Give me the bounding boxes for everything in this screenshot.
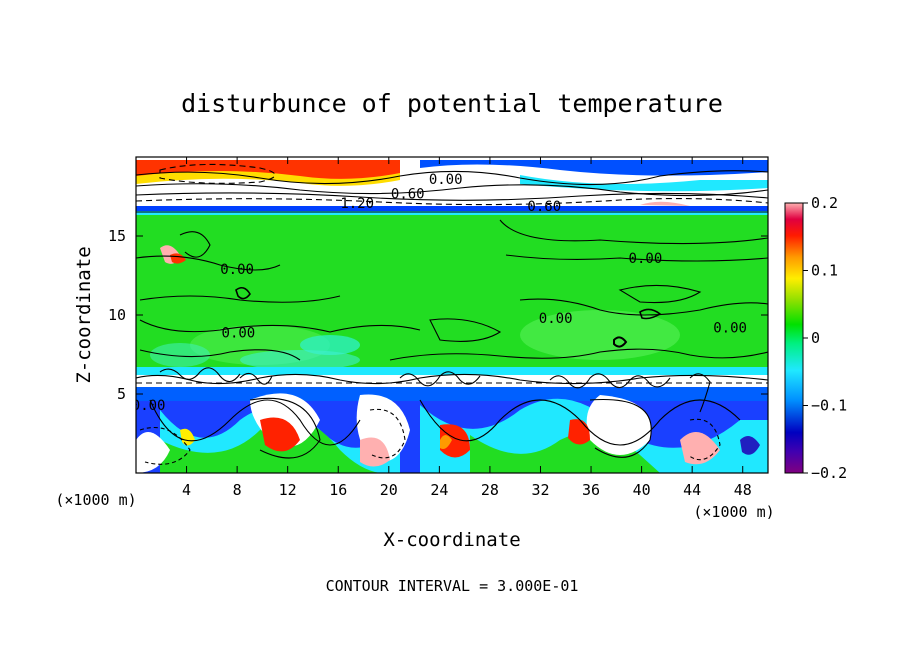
contour-mid-7	[429, 318, 502, 342]
x-tick-label: 32	[531, 481, 549, 499]
chart-title: disturbunce of potential temperature	[181, 89, 723, 118]
lower-red-1	[260, 417, 300, 452]
contour-labels: 0.000.601.20 0.600.000.000.000.000.000.00	[132, 172, 747, 414]
x-tick-label: 44	[683, 481, 701, 499]
contour-blob-1	[613, 336, 628, 348]
contour-cluster-1	[159, 367, 241, 383]
contour-label: 0.60	[527, 199, 561, 215]
y-axis-label: Z-coordinate	[73, 246, 95, 383]
x-tick-label: 8	[233, 481, 242, 499]
upper-band-blue	[420, 160, 768, 176]
contour-blob-2	[235, 286, 251, 300]
contour-label: 1.20	[340, 196, 374, 212]
contour-lower-4	[589, 398, 652, 458]
contour-label: 0.60	[391, 186, 425, 202]
lower-orange-1	[440, 435, 452, 449]
contour-mid-10	[618, 284, 702, 304]
contour-interval-note: CONTOUR INTERVAL = 3.000E-01	[326, 577, 579, 595]
contour-mid-11	[179, 231, 211, 258]
plot-field: 0.000.601.20 0.600.000.000.000.000.000.00	[132, 157, 768, 473]
contour-mid-1	[499, 219, 768, 245]
contour-label: 0.00	[220, 262, 254, 278]
x-tick-label: 16	[329, 481, 347, 499]
contour-mid-4	[139, 295, 341, 303]
contour-boundary-1	[136, 373, 768, 385]
contour-lower-6	[369, 408, 406, 459]
colorbar-tick-label: 0.2	[811, 194, 838, 212]
x-tick-label: 48	[734, 481, 752, 499]
cyan-patch-1	[300, 335, 360, 355]
y-axis: 5 10 15	[108, 227, 768, 403]
y-tick-label: 15	[108, 227, 126, 245]
contour-mid-5	[139, 319, 421, 333]
colorbar: 0.2 0.1 0 −0.1 −0.2	[784, 194, 847, 482]
contour-mid-8	[139, 349, 301, 361]
lower-red-2	[440, 424, 470, 458]
boundary-cyan	[136, 367, 768, 375]
contour-upper-2	[136, 183, 768, 197]
x-tick-label: 12	[279, 481, 297, 499]
contour-lower-7	[687, 418, 721, 461]
upper-band-red	[136, 160, 400, 181]
light-green-patch-1	[520, 310, 680, 360]
contour-upper-3	[136, 192, 768, 201]
upper-band-yellow	[136, 171, 400, 186]
x-tick-label: 36	[582, 481, 600, 499]
boundary-blue	[136, 387, 768, 401]
contour-label: 0.00	[429, 172, 463, 188]
contour-cluster-2	[239, 372, 273, 385]
lower-white-4	[136, 432, 170, 473]
colorbar-ticks: 0.2 0.1 0 −0.1 −0.2	[803, 194, 847, 482]
x-axis-label: X-coordinate	[383, 529, 520, 551]
contour-lower-5	[139, 426, 191, 465]
contour-upper-dashed	[136, 198, 768, 206]
lower-purple-1	[740, 436, 760, 455]
cyan-patch-3	[150, 343, 210, 367]
contour-label: 0.00	[539, 311, 573, 327]
tropopause-cyan	[136, 211, 768, 215]
contour-upper-1	[136, 170, 768, 186]
boundary-white	[136, 375, 768, 387]
contour-cluster-4	[549, 373, 671, 389]
colorbar-tick-label: 0.1	[811, 262, 838, 280]
tropopause-blue	[136, 206, 768, 212]
x-unit-label-left: (×1000 m)	[55, 491, 136, 509]
contour-label: 0.00	[713, 321, 747, 337]
contour-label: 0.00	[222, 325, 256, 341]
contour-upper-dashed-2	[159, 163, 276, 184]
colorbar-tick-label: −0.1	[811, 397, 847, 415]
upper-band-pink	[640, 201, 690, 206]
contour-mid-2	[136, 255, 281, 271]
contour-cluster-5	[689, 373, 711, 413]
x-tick-label: 4	[182, 481, 191, 499]
x-tick-label: 40	[633, 481, 651, 499]
contour-blob-3	[639, 308, 662, 320]
contour-lower-3	[249, 397, 321, 459]
x-tick-label: 24	[430, 481, 448, 499]
x-tick-label: 28	[481, 481, 499, 499]
contour-lines	[136, 163, 768, 465]
y-tick-label: 10	[108, 306, 126, 324]
contour-label: 0.00	[629, 251, 663, 267]
x-tick-label: 20	[380, 481, 398, 499]
contour-mid-9	[389, 348, 768, 361]
colorbar-tick-label: −0.2	[811, 464, 847, 482]
lower-pink-1	[360, 437, 390, 467]
colorbar-ramp	[784, 202, 804, 474]
contour-mid-3	[505, 254, 768, 262]
x-axis: 4 8 12 16 20 24 28 32 36 40 44 48	[182, 157, 752, 499]
colorbar-tick-label: 0	[811, 329, 820, 347]
x-unit-label-right: (×1000 m)	[693, 503, 774, 521]
contour-label: 0.00	[132, 398, 166, 414]
contour-cluster-3	[399, 371, 481, 387]
y-tick-label: 5	[117, 385, 126, 403]
contour-lower-2	[419, 399, 741, 446]
